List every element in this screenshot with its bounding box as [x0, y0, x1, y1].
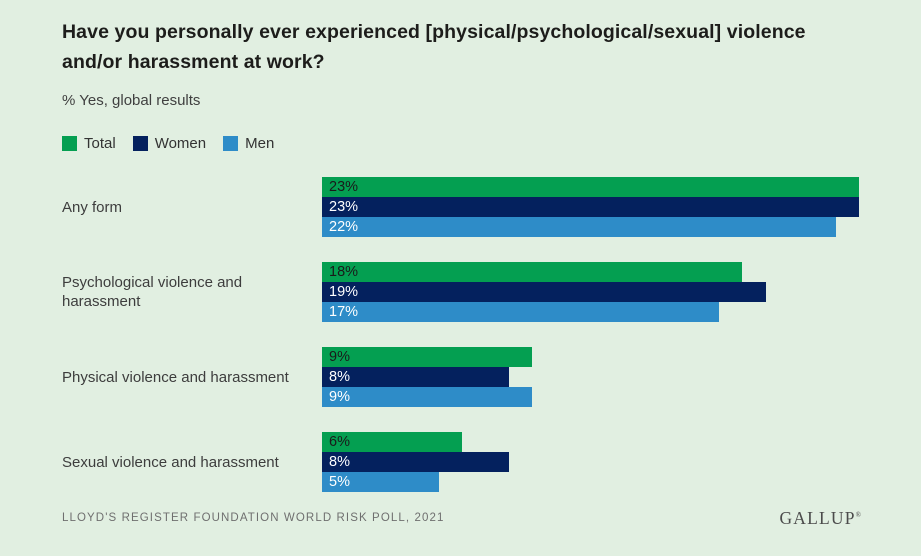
legend-label: Women: [154, 135, 207, 152]
bar-group: 9% 8% 9%: [322, 347, 859, 407]
category-label: Physical violence and harassment: [62, 368, 289, 386]
bar-value-label: 22%: [329, 219, 359, 235]
bar-men-any-form: 22%: [322, 217, 836, 237]
gallup-logo-text: GALLUP: [779, 508, 856, 528]
category-label: Any form: [62, 198, 123, 216]
bar-group: 23% 23% 22%: [322, 177, 859, 237]
category-label: Psychological violence and harassment: [62, 274, 243, 310]
bar-women-psychological-violence-and-harassment: 19%: [322, 282, 766, 302]
bar-men-physical-violence-and-harassment: 9%: [322, 387, 533, 407]
legend-label: Men: [245, 135, 275, 152]
bar-total-sexual-violence-and-harassment: 6%: [322, 432, 463, 452]
legend-item-women: Women: [132, 135, 207, 152]
chart-legend: Total Women Men: [62, 135, 274, 152]
bar-group: 18% 19% 17%: [322, 262, 859, 322]
bar-chart: Any form 23% 23% 22% Psychological violence …: [62, 177, 859, 517]
bar-value-label: 18%: [329, 264, 359, 280]
chart-row-physical-violence-and-harassment: Physical violence and harassment 9% 8% 9%: [62, 347, 859, 407]
bar-value-label: 19%: [329, 284, 359, 300]
legend-item-men: Men: [223, 135, 274, 152]
chart-title: Have you personally ever experienced [ph…: [62, 21, 806, 73]
bar-total-psychological-violence-and-harassment: 18%: [322, 262, 743, 282]
bar-value-label: 17%: [329, 304, 359, 320]
source-note: LLOYD'S REGISTER FOUNDATION WORLD RISK P…: [62, 512, 445, 524]
bar-women-sexual-violence-and-harassment: 8%: [322, 452, 509, 472]
bar-value-label: 6%: [329, 434, 350, 450]
legend-label: Total: [84, 135, 116, 152]
legend-swatch-women: [132, 136, 148, 151]
bar-value-label: 9%: [329, 389, 350, 405]
bar-value-label: 9%: [329, 349, 350, 365]
chart-row-any-form: Any form 23% 23% 22%: [62, 177, 859, 237]
chart-row-sexual-violence-and-harassment: Sexual violence and harassment 6% 8% 5%: [62, 432, 859, 492]
bar-women-any-form: 23%: [322, 197, 859, 217]
bar-women-physical-violence-and-harassment: 8%: [322, 367, 509, 387]
legend-swatch-men: [223, 136, 239, 151]
bar-value-label: 5%: [329, 474, 350, 490]
bar-total-any-form: 23%: [322, 177, 859, 197]
bar-value-label: 23%: [329, 179, 359, 195]
legend-swatch-total: [62, 136, 77, 151]
bar-value-label: 23%: [329, 199, 359, 215]
bar-value-label: 8%: [329, 369, 350, 385]
bar-group: 6% 8% 5%: [322, 432, 859, 492]
bar-value-label: 8%: [329, 454, 350, 470]
registered-trademark-mark: ®: [855, 511, 861, 520]
bar-men-psychological-violence-and-harassment: 17%: [322, 302, 719, 322]
gallup-logo: GALLUP®: [779, 508, 861, 529]
chart-subtitle: % Yes, global results: [62, 92, 201, 109]
chart-row-psychological-violence-and-harassment: Psychological violence and harassment 18%…: [62, 262, 859, 322]
bar-men-sexual-violence-and-harassment: 5%: [322, 472, 439, 492]
category-label: Sexual violence and harassment: [62, 453, 279, 471]
legend-item-total: Total: [62, 135, 116, 152]
bar-total-physical-violence-and-harassment: 9%: [322, 347, 533, 367]
